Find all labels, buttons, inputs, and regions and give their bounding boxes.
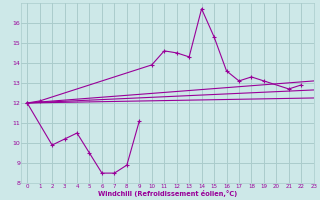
X-axis label: Windchill (Refroidissement éolien,°C): Windchill (Refroidissement éolien,°C) [98, 190, 237, 197]
